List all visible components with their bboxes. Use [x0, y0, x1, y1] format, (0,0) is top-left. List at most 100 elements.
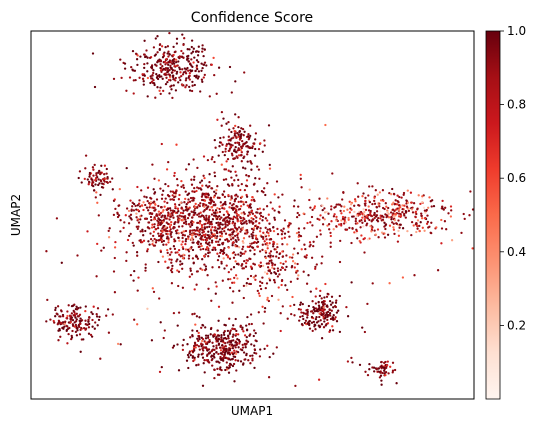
data-point	[269, 201, 272, 204]
data-point	[217, 154, 220, 157]
data-point	[397, 229, 400, 233]
data-point	[250, 210, 253, 213]
data-point	[259, 211, 262, 215]
data-point	[235, 228, 239, 231]
data-point	[295, 271, 298, 274]
data-point	[298, 213, 301, 217]
data-point	[297, 308, 301, 311]
data-point	[131, 241, 134, 245]
data-point	[181, 236, 184, 240]
data-point	[390, 193, 393, 196]
data-point	[341, 215, 345, 219]
data-point	[261, 215, 265, 219]
data-point	[216, 329, 219, 332]
data-point	[70, 318, 73, 321]
data-point	[223, 230, 226, 233]
data-point	[268, 163, 271, 167]
data-point	[190, 89, 194, 93]
data-point	[195, 343, 199, 347]
data-point	[402, 193, 405, 196]
data-point	[309, 310, 313, 313]
data-point	[284, 284, 287, 287]
data-point	[227, 142, 231, 145]
data-point	[137, 221, 141, 224]
data-point	[410, 208, 414, 211]
data-point	[182, 338, 185, 342]
data-point	[329, 234, 332, 238]
data-point	[207, 341, 210, 344]
data-point	[371, 202, 374, 206]
data-point	[226, 183, 230, 186]
data-point	[291, 260, 295, 263]
data-point	[275, 180, 279, 183]
data-point	[204, 265, 208, 268]
data-point	[401, 210, 404, 214]
data-point	[364, 370, 367, 373]
data-point	[398, 223, 402, 226]
data-point	[197, 45, 200, 48]
data-point	[201, 228, 204, 232]
data-point	[174, 79, 177, 82]
data-point	[248, 204, 251, 208]
data-point	[259, 348, 262, 351]
data-point	[219, 222, 222, 225]
data-point	[192, 178, 196, 181]
data-point	[265, 242, 269, 245]
data-point	[216, 215, 220, 218]
data-point	[221, 206, 224, 210]
data-point	[383, 232, 386, 235]
data-point	[177, 248, 181, 252]
data-point	[132, 209, 136, 212]
data-point	[181, 68, 184, 71]
data-point	[49, 318, 52, 321]
data-point	[71, 304, 75, 307]
data-point	[95, 172, 98, 175]
data-point	[381, 218, 385, 221]
data-point	[177, 284, 180, 288]
data-point	[324, 282, 327, 286]
data-point	[229, 170, 232, 173]
data-point	[419, 202, 422, 206]
data-point	[197, 60, 200, 64]
data-point	[159, 66, 162, 70]
data-point	[450, 239, 454, 242]
data-point	[214, 281, 217, 284]
data-point	[354, 219, 357, 223]
data-point	[137, 225, 140, 228]
data-point	[370, 230, 373, 233]
data-point	[240, 160, 243, 163]
data-point	[290, 312, 293, 316]
data-point	[146, 186, 150, 189]
data-point	[366, 238, 370, 241]
data-point	[132, 79, 135, 82]
data-point	[227, 193, 230, 197]
data-point	[343, 205, 346, 208]
data-point	[150, 218, 153, 222]
data-point	[332, 228, 335, 231]
data-point	[309, 290, 312, 293]
data-point	[267, 262, 270, 265]
data-point	[428, 225, 431, 228]
data-point	[151, 201, 155, 204]
data-point	[272, 241, 276, 244]
data-point	[188, 78, 191, 81]
data-point	[379, 199, 383, 202]
data-point	[398, 195, 401, 199]
data-point	[141, 77, 145, 80]
data-point	[70, 312, 74, 315]
data-point	[139, 215, 142, 218]
data-point	[243, 232, 247, 235]
data-point	[56, 305, 60, 308]
data-point	[240, 127, 243, 130]
data-point	[430, 231, 433, 235]
data-point	[416, 227, 419, 230]
data-point	[169, 198, 172, 201]
data-point	[328, 312, 332, 315]
data-point	[217, 319, 220, 322]
data-point	[187, 69, 190, 72]
data-point	[150, 339, 154, 342]
data-point	[314, 265, 317, 269]
data-point	[264, 226, 267, 229]
data-point	[182, 43, 185, 47]
data-point	[153, 237, 156, 241]
